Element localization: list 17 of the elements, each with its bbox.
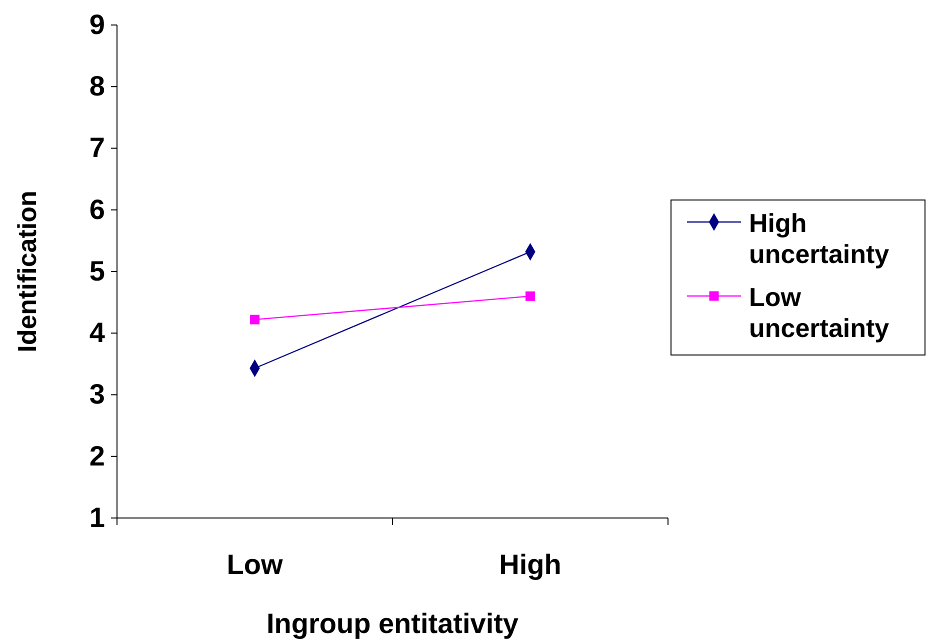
legend-label: Low uncertainty [749,282,890,343]
legend-label: High uncertainty [749,208,890,269]
y-tick-label: 7 [89,132,105,164]
point [250,314,260,324]
x-tick-label: Low [226,549,283,580]
x-axis-title: Ingroup entitativity [266,608,519,639]
x-tick-label: High [499,549,562,580]
y-axis-title: Identification [12,190,42,352]
y-tick-label: 5 [89,255,105,286]
y-tick-label: 9 [89,8,105,40]
y-tick-label: 4 [89,317,106,348]
y-tick-label: 2 [89,440,105,472]
point [526,291,535,301]
y-tick-label: 1 [89,502,105,533]
y-tick-label: 8 [89,70,105,102]
y-tick-label: 6 [89,194,105,225]
y-tick-label: 3 [89,378,105,410]
